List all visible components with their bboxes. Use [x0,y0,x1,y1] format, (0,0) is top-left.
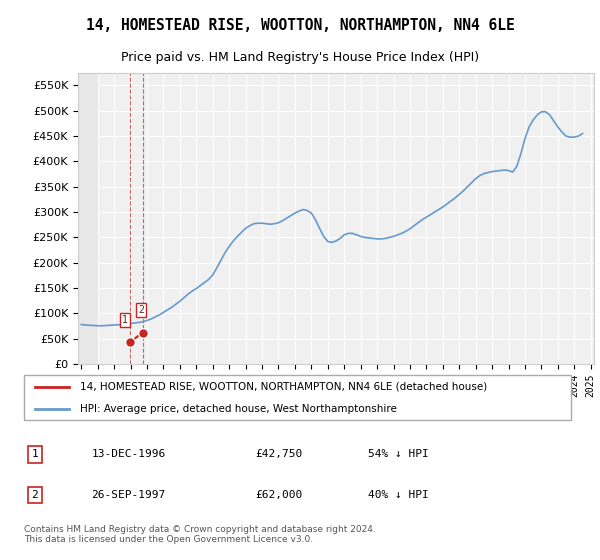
Text: 26-SEP-1997: 26-SEP-1997 [91,490,166,500]
Text: 13-DEC-1996: 13-DEC-1996 [91,449,166,459]
Bar [78,73,98,364]
Text: 2: 2 [138,305,144,315]
Text: 40% ↓ HPI: 40% ↓ HPI [368,490,428,500]
Text: 14, HOMESTEAD RISE, WOOTTON, NORTHAMPTON, NN4 6LE: 14, HOMESTEAD RISE, WOOTTON, NORTHAMPTON… [86,18,514,33]
Text: Price paid vs. HM Land Registry's House Price Index (HPI): Price paid vs. HM Land Registry's House … [121,51,479,64]
Text: 2: 2 [32,490,38,500]
Text: Contains HM Land Registry data © Crown copyright and database right 2024.
This d: Contains HM Land Registry data © Crown c… [23,525,376,544]
Text: 14, HOMESTEAD RISE, WOOTTON, NORTHAMPTON, NN4 6LE (detached house): 14, HOMESTEAD RISE, WOOTTON, NORTHAMPTON… [80,381,487,391]
Text: HPI: Average price, detached house, West Northamptonshire: HPI: Average price, detached house, West… [80,404,397,414]
Text: £42,750: £42,750 [255,449,302,459]
Text: 1: 1 [32,449,38,459]
FancyBboxPatch shape [23,375,571,420]
Text: 1: 1 [122,315,128,325]
Text: £62,000: £62,000 [255,490,302,500]
Text: 54% ↓ HPI: 54% ↓ HPI [368,449,428,459]
